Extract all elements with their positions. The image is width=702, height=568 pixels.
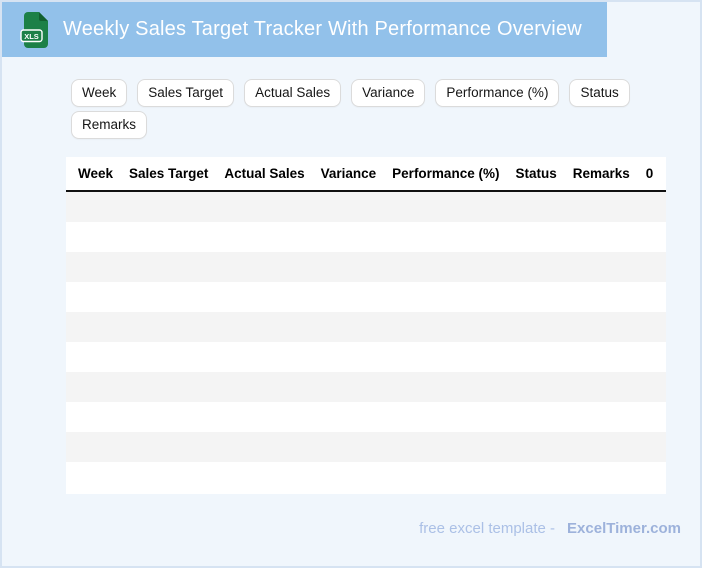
column-header-actual-sales: Actual Sales xyxy=(224,166,305,181)
table-row[interactable] xyxy=(66,222,666,252)
xls-badge-label: XLS xyxy=(24,31,39,40)
chip-status[interactable]: Status xyxy=(569,79,630,107)
column-header-sales-target: Sales Target xyxy=(129,166,209,181)
footer-credit: free excel template - ExcelTimer.com xyxy=(419,519,681,538)
table-header-row: Week Sales Target Actual Sales Variance … xyxy=(66,157,666,192)
column-chip-list: Week Sales Target Actual Sales Variance … xyxy=(71,79,646,139)
footer-text: free excel template - xyxy=(419,520,556,537)
table-row[interactable] xyxy=(66,282,666,312)
column-header-zero: 0 xyxy=(645,166,654,181)
table-row[interactable] xyxy=(66,252,666,282)
chip-week[interactable]: Week xyxy=(71,79,128,107)
page-title: Weekly Sales Target Tracker With Perform… xyxy=(63,18,582,40)
table-row[interactable] xyxy=(66,372,666,402)
table-row[interactable] xyxy=(66,402,666,432)
table-row[interactable] xyxy=(66,192,666,222)
chip-actual-sales[interactable]: Actual Sales xyxy=(244,79,342,107)
xls-file-icon: XLS xyxy=(20,11,48,48)
table-row[interactable] xyxy=(66,312,666,342)
column-header-remarks: Remarks xyxy=(572,166,630,181)
table-row[interactable] xyxy=(66,462,666,492)
chip-remarks[interactable]: Remarks xyxy=(71,111,148,139)
tracker-table: Week Sales Target Actual Sales Variance … xyxy=(66,157,666,494)
column-header-performance: Performance (%) xyxy=(392,166,500,181)
column-header-variance: Variance xyxy=(320,166,377,181)
footer-brand-link[interactable]: ExcelTimer.com xyxy=(567,520,681,537)
column-header-status: Status xyxy=(515,166,557,181)
table-row[interactable] xyxy=(66,432,666,462)
chip-sales-target[interactable]: Sales Target xyxy=(137,79,235,107)
chip-performance[interactable]: Performance (%) xyxy=(435,79,560,107)
table-row[interactable] xyxy=(66,342,666,372)
column-header-week: Week xyxy=(78,166,114,181)
chip-variance[interactable]: Variance xyxy=(351,79,426,107)
title-bar: XLS Weekly Sales Target Tracker With Per… xyxy=(2,2,607,57)
table-body xyxy=(66,192,666,492)
